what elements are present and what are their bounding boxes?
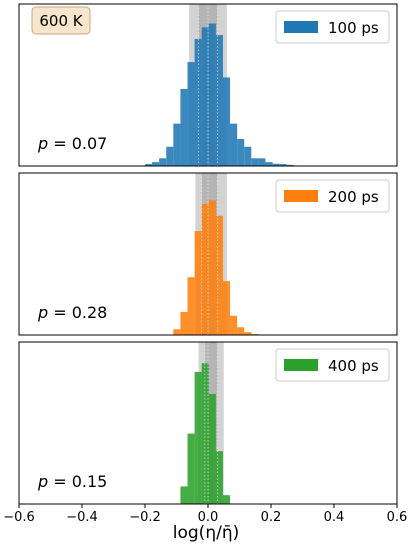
histogram-bar [173, 123, 181, 166]
histogram-bar [251, 158, 259, 166]
histogram-bar [159, 158, 167, 166]
histogram-bar [265, 162, 273, 166]
panel-frame [18, 172, 398, 336]
histogram-bar [230, 123, 238, 166]
histogram-bar [152, 162, 160, 166]
x-tick-label: 0.4 [324, 510, 345, 525]
x-axis: −0.6 −0.4 −0.2 0.0 0.2 0.4 0.6 [3, 504, 407, 525]
p-value-variable: p [37, 134, 48, 153]
x-tick-label: −0.6 [3, 510, 35, 525]
histogram-bar [187, 62, 195, 166]
histogram-bar [208, 200, 216, 335]
histogram-bar [244, 332, 252, 335]
legend: 200 ps [275, 179, 390, 213]
histogram-bar [180, 486, 188, 504]
p-value-label: p = 0.15 [37, 472, 107, 491]
histogram-bar [272, 163, 280, 166]
histogram-bar [237, 139, 245, 166]
legend-box [275, 179, 390, 213]
panel-200-ps: 200 ps p = 0.28 [18, 172, 398, 336]
legend: 100 ps [275, 10, 390, 44]
histogram-bar [222, 495, 231, 504]
panel-400-ps: 400 ps p = 0.15 [18, 341, 398, 505]
p-value-number: = 0.15 [48, 472, 107, 491]
histogram-bar [173, 329, 181, 335]
panel-100-ps: 100 ps p = 0.07 [18, 3, 398, 167]
legend-swatch [284, 359, 318, 371]
histogram-bar [215, 451, 223, 504]
temperature-label: 600 K [39, 12, 83, 30]
histogram-bar [258, 158, 266, 166]
x-axis-label: log(η/η̄) [173, 523, 239, 543]
histogram-bar [215, 215, 223, 335]
temperature-badge-box [31, 6, 91, 35]
histogram-bar [215, 35, 223, 166]
legend-label: 200 ps [328, 188, 379, 206]
histogram-bar [187, 433, 195, 504]
panel-frame [18, 3, 398, 167]
x-tick-label: −0.2 [129, 510, 161, 525]
legend-label: 100 ps [328, 19, 379, 37]
p-value-number: = 0.07 [48, 134, 107, 153]
histogram-bar [180, 311, 188, 335]
histogram-bar [166, 146, 174, 166]
x-tick-label: 0.0 [198, 510, 219, 525]
p-value-label: p = 0.07 [37, 134, 107, 153]
x-tick-label: 0.2 [261, 510, 282, 525]
histogram-bar [230, 315, 238, 335]
legend-box [275, 348, 390, 382]
legend-box [275, 10, 390, 44]
legend-swatch [284, 21, 318, 33]
legend-label: 400 ps [328, 357, 379, 375]
p-value-number: = 0.28 [48, 303, 107, 322]
p-value-variable: p [37, 303, 48, 322]
temperature-badge: 600 K [31, 6, 91, 35]
histogram-bar [244, 146, 252, 166]
histogram-bar [201, 204, 209, 335]
histogram-bar [187, 277, 195, 335]
histogram-bar [145, 164, 153, 166]
panels-group: 100 ps p = 0.07 200 ps p = 0.28 400 ps p = 0.… [18, 3, 398, 505]
histogram-bar [286, 164, 294, 166]
histogram-bar [222, 281, 231, 335]
histogram-bar [201, 27, 209, 167]
histogram-bar [208, 23, 216, 166]
histogram-bar [237, 327, 245, 335]
histogram-bar [279, 164, 287, 166]
legend: 400 ps [275, 348, 390, 382]
legend-swatch [284, 190, 318, 202]
p-value-label: p = 0.28 [37, 303, 107, 322]
x-tick-label: 0.6 [387, 510, 408, 525]
x-tick-label: −0.4 [66, 510, 98, 525]
histogram-bar [194, 372, 202, 504]
histogram-bar [222, 77, 231, 166]
histogram-bar [194, 231, 202, 335]
histogram-bar [180, 89, 188, 166]
histogram-bar [208, 394, 216, 504]
p-value-variable: p [37, 472, 48, 491]
